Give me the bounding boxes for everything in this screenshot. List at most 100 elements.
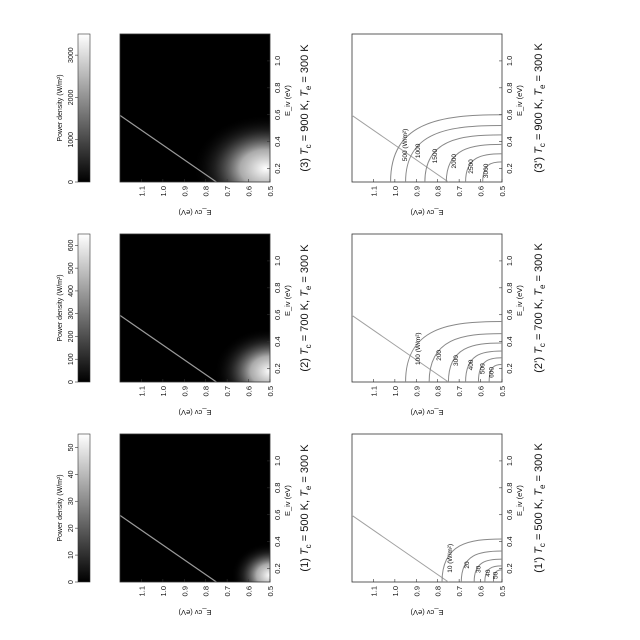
caption-equals: = (533, 472, 545, 485)
y-tick-label: 0.7 (455, 386, 464, 396)
x-axis-label: E_iv (eV) (283, 285, 292, 316)
caption-subscript-c: c (304, 344, 313, 348)
caption-index: (1’) (533, 557, 545, 573)
x-tick-label: 0.4 (273, 136, 282, 146)
caption-comma: , (533, 496, 545, 502)
y-tick-label: 0.8 (434, 586, 443, 596)
caption-subscript-e: e (538, 84, 547, 89)
x-tick-label: 0.8 (273, 483, 282, 493)
plot-frame (352, 234, 502, 382)
y-tick-label: 0.8 (202, 186, 211, 196)
contour-label: 3000 (483, 163, 490, 178)
caption-tc-value: 900 K (533, 101, 545, 130)
caption-equals: = (533, 272, 545, 285)
caption-space (533, 554, 545, 557)
heatmap-panel-1: 01020304050Power density (W/m²)0.50.60.7… (2, 434, 313, 617)
x-tick-label: 1.0 (505, 456, 514, 466)
panel-caption: (1’) Tc = 500 K, Te = 300 K (533, 443, 547, 573)
caption-index: (3) (299, 158, 311, 171)
caption-comma: , (533, 96, 545, 102)
contour-label: 400 (468, 359, 475, 370)
caption-equals: = (533, 331, 545, 344)
contour-label: 20 (464, 561, 471, 569)
colorbar-tick-label: 200 (68, 331, 75, 343)
plot-frame (352, 34, 502, 182)
x-tick-label: 1.0 (505, 256, 514, 266)
colorbar-label: Power density (W/m²) (57, 74, 64, 141)
caption-subscript-e: e (304, 85, 313, 90)
y-tick-label: 0.9 (180, 386, 189, 396)
x-tick-label: 0.6 (273, 310, 282, 320)
colorbar-tick-label: 0 (68, 180, 75, 184)
y-tick-label: 0.8 (434, 186, 443, 196)
y-tick-label: 0.6 (245, 386, 254, 396)
caption-comma: , (299, 297, 311, 303)
x-tick-label: 0.8 (273, 83, 282, 93)
y-tick-label: 0.9 (412, 586, 421, 596)
y-tick-label: 1.0 (159, 186, 168, 196)
x-tick-label: 0.4 (273, 336, 282, 346)
x-axis-label: E_iv (eV) (283, 485, 292, 516)
y-axis-label: E_cv (eV) (410, 408, 443, 417)
colorbar-tick-label: 0 (68, 380, 75, 384)
contour-label: 30 (475, 565, 482, 573)
caption-te-value: 300 K (299, 44, 311, 73)
caption-equals: = (299, 73, 311, 86)
y-axis-label: E_cv (eV) (178, 208, 211, 217)
y-tick-label: 0.7 (455, 586, 464, 596)
caption-te-value: 300 K (533, 43, 545, 72)
y-tick-label: 0.7 (223, 586, 232, 596)
y-tick-label: 0.8 (202, 586, 211, 596)
y-tick-label: 1.1 (137, 586, 146, 596)
y-tick-label: 1.1 (137, 386, 146, 396)
x-tick-label: 0.2 (273, 563, 282, 573)
x-tick-label: 0.6 (273, 510, 282, 520)
colorbar (78, 234, 90, 382)
panel-caption: (1) Tc = 500 K, Te = 300 K (299, 444, 313, 572)
caption-subscript-c: c (538, 543, 547, 547)
x-tick-label: 0.4 (505, 136, 514, 146)
y-tick-label: 0.7 (223, 186, 232, 196)
contour-label: 500 (479, 363, 486, 374)
y-axis-label: E_cv (eV) (178, 408, 211, 417)
caption-tc-value: 700 K (533, 301, 545, 330)
x-axis-label: E_iv (eV) (515, 85, 524, 116)
caption-tc-value: 700 K (299, 302, 311, 331)
y-tick-label: 0.9 (412, 186, 421, 196)
y-axis-label: E_cv (eV) (410, 608, 443, 617)
contour-label: 300 (453, 355, 460, 366)
y-tick-label: 0.5 (266, 186, 275, 196)
y-tick-label: 1.1 (369, 186, 378, 196)
caption-equals: = (299, 473, 311, 486)
panel-caption: (2) Tc = 700 K, Te = 300 K (299, 244, 313, 372)
caption-te-value: 300 K (299, 244, 311, 273)
caption-subscript-c: c (538, 143, 547, 147)
y-axis-label: E_cv (eV) (410, 208, 443, 217)
y-tick-label: 0.8 (434, 386, 443, 396)
x-tick-label: 0.6 (505, 510, 514, 520)
y-tick-label: 0.5 (498, 186, 507, 196)
y-tick-label: 0.7 (223, 386, 232, 396)
colorbar-tick-label: 40 (68, 470, 75, 478)
x-tick-label: 0.8 (273, 283, 282, 293)
x-tick-label: 0.4 (505, 536, 514, 546)
caption-space (533, 354, 545, 357)
y-tick-label: 1.1 (369, 586, 378, 596)
caption-equals: = (533, 131, 545, 144)
colorbar-label: Power density (W/m²) (57, 274, 64, 341)
caption-tc-value: 500 K (533, 501, 545, 530)
colorbar-tick-label: 600 (68, 239, 75, 251)
contour-label: 500 (W/m²) (402, 129, 409, 162)
colorbar-tick-label: 1000 (68, 132, 75, 148)
colorbar-tick-label: 20 (68, 524, 75, 532)
contour-label: 40 (485, 569, 492, 577)
colorbar-tick-label: 2000 (68, 90, 75, 106)
y-tick-label: 1.0 (391, 186, 400, 196)
contour-label: 2000 (451, 154, 458, 169)
y-tick-label: 1.0 (391, 586, 400, 596)
y-axis-label: E_cv (eV) (178, 608, 211, 617)
caption-equals: = (299, 273, 311, 286)
caption-subscript-c: c (304, 144, 313, 148)
colorbar-tick-label: 10 (68, 551, 75, 559)
caption-index: (1) (299, 558, 311, 571)
